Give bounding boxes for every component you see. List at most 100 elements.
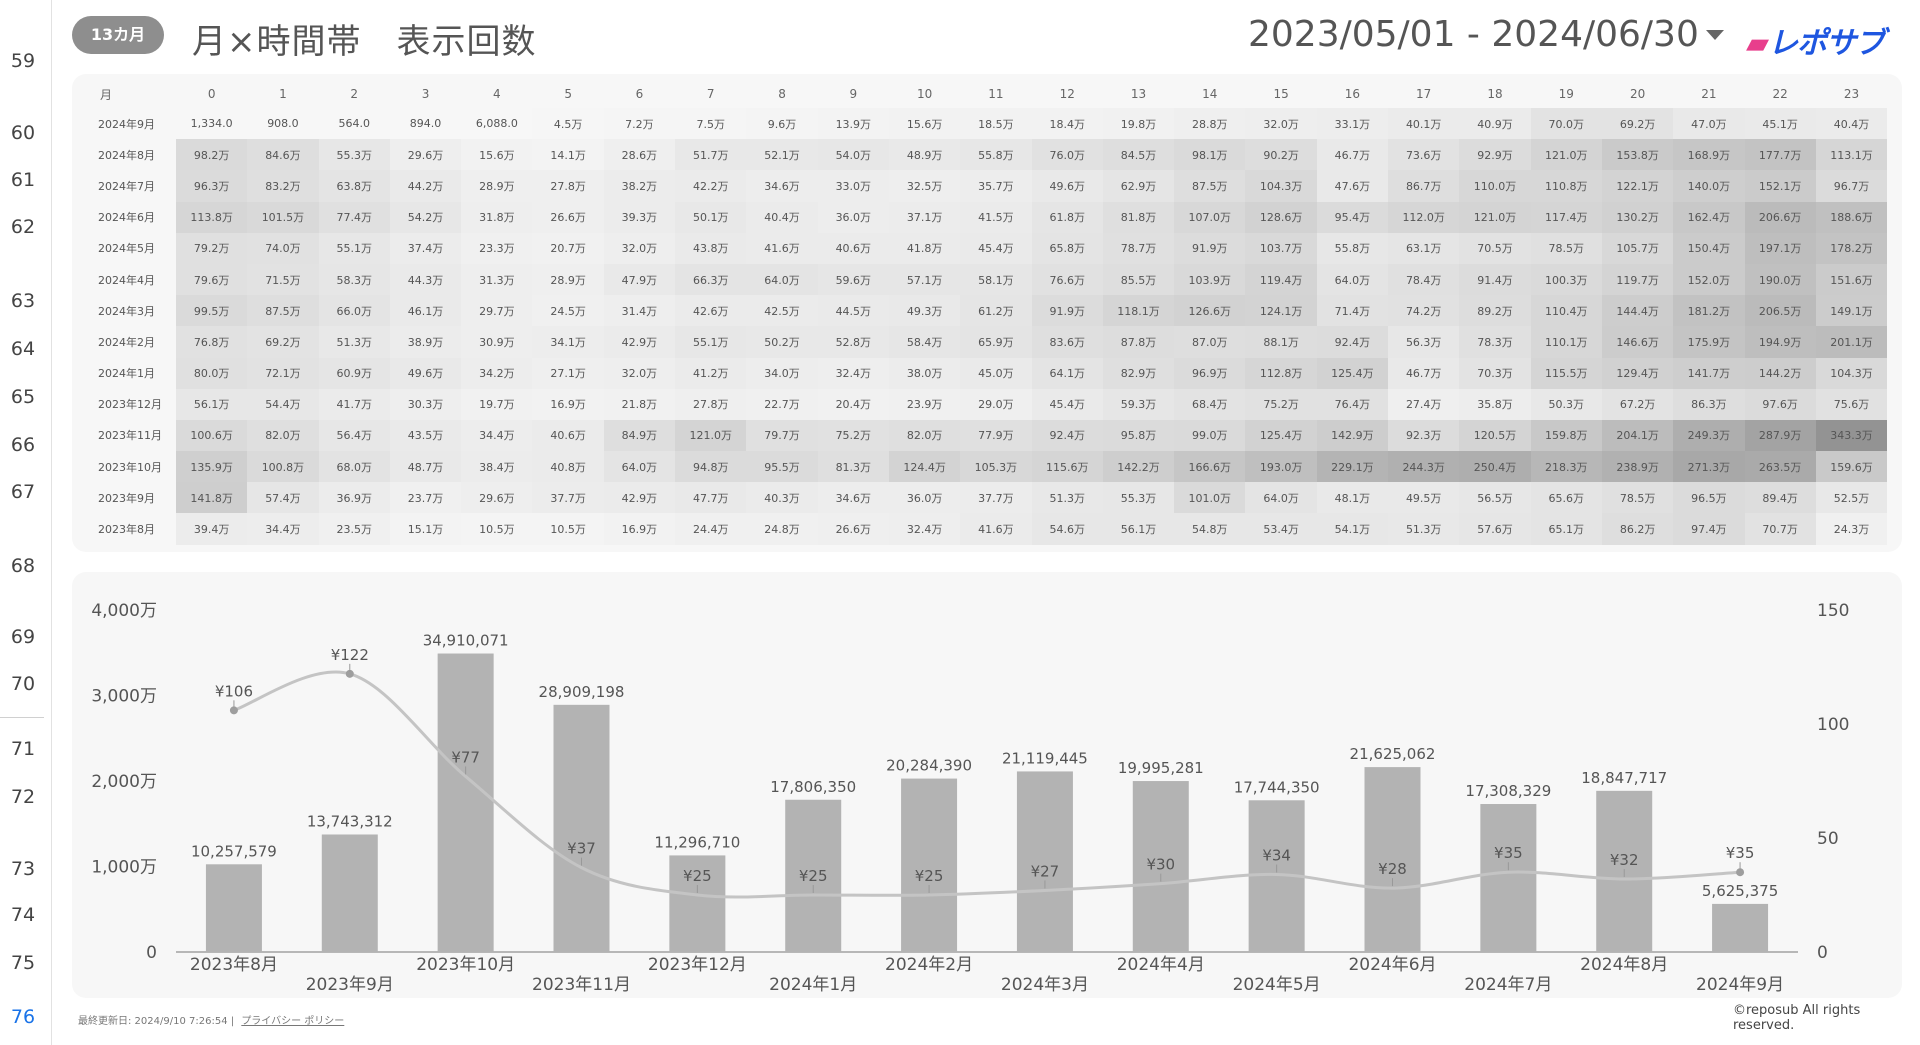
table-row: 2024年1月 80.0万 72.1万 60.9万 49.6万 34.2万 27.1万 32.… xyxy=(72,357,1888,389)
heatmap-cell: 34.6万 xyxy=(817,482,889,514)
bar xyxy=(1016,771,1073,952)
row-number[interactable]: 75 xyxy=(10,952,36,974)
heatmap-cell: 78.4万 xyxy=(1388,263,1460,296)
heatmap-cell: 70.5万 xyxy=(1459,232,1531,264)
row-number[interactable]: 68 xyxy=(10,555,36,577)
column-header-hour[interactable]: 8 xyxy=(778,87,786,101)
heatmap-cell: 244.3万 xyxy=(1388,451,1460,483)
row-month-label: 2023年9月 xyxy=(98,491,155,505)
heatmap-cell: 94.8万 xyxy=(675,451,747,483)
heatmap-cell: 66.3万 xyxy=(675,263,747,296)
row-number[interactable]: 62 xyxy=(10,216,36,238)
column-header-hour[interactable]: 18 xyxy=(1487,87,1503,101)
column-header-hour[interactable]: 2 xyxy=(350,87,359,101)
column-header-hour[interactable]: 1 xyxy=(279,87,287,101)
bar xyxy=(1712,903,1769,952)
x-tick-label: 2024年1月 xyxy=(769,975,857,995)
heatmap-cell: 79.7万 xyxy=(746,419,818,452)
heatmap-cell: 34.1万 xyxy=(532,326,604,358)
heatmap-cell: 28.8万 xyxy=(1174,108,1246,140)
row-number[interactable]: 64 xyxy=(10,338,36,360)
heatmap-cell: 86.2万 xyxy=(1601,513,1674,545)
column-header-hour[interactable]: 13 xyxy=(1130,87,1147,101)
heatmap-cell: 110.4万 xyxy=(1530,295,1602,327)
heatmap-cell: 894.0 xyxy=(389,108,462,140)
heatmap-cell: 99.5万 xyxy=(176,295,248,327)
heatmap-cell: 74.0万 xyxy=(247,232,319,264)
table-row: 2023年9月 141.8万 57.4万 36.9万 23.7万 29.6万 37.7万 42… xyxy=(72,482,1888,514)
row-number[interactable]: 71 xyxy=(10,738,36,760)
column-header-hour[interactable]: 21 xyxy=(1701,87,1717,101)
heatmap-cell: 36.9万 xyxy=(318,482,390,514)
heatmap-cell: 97.4万 xyxy=(1673,513,1745,545)
table-row: 2024年4月 79.6万 71.5万 58.3万 44.3万 31.3万 28.9万 47.… xyxy=(72,263,1888,296)
heatmap-cell: 117.4万 xyxy=(1530,201,1602,233)
row-number[interactable]: 70 xyxy=(10,673,36,695)
heatmap-cell: 56.1万 xyxy=(176,388,248,420)
heatmap-cell: 91.9万 xyxy=(1174,232,1246,264)
column-header-hour[interactable]: 12 xyxy=(1059,87,1075,101)
column-header-hour[interactable]: 11 xyxy=(988,87,1004,101)
row-number[interactable]: 72 xyxy=(10,786,36,808)
column-header-hour[interactable]: 3 xyxy=(421,87,430,101)
column-header-month[interactable]: 月 xyxy=(100,87,113,102)
heatmap-cell: 29.7万 xyxy=(461,295,533,327)
row-number[interactable]: 60 xyxy=(10,122,36,144)
privacy-policy-link[interactable]: プライバシー ポリシー xyxy=(241,1016,345,1027)
row-number[interactable]: 65 xyxy=(10,386,36,408)
column-header-hour[interactable]: 9 xyxy=(849,87,858,101)
table-row: 2024年9月 1,334.0 908.0 564.0 894.0 6,088.0 4.5万… xyxy=(72,108,1888,140)
column-header-hour[interactable]: 7 xyxy=(706,87,715,101)
heatmap-cell: 52.8万 xyxy=(817,326,889,358)
heatmap-cell: 82.0万 xyxy=(888,419,961,452)
row-number[interactable]: 59 xyxy=(10,50,36,72)
row-number[interactable]: 63 xyxy=(10,290,36,312)
heatmap-cell: 7.2万 xyxy=(603,108,676,140)
heatmap-cell: 34.6万 xyxy=(746,170,818,202)
row-number[interactable]: 73 xyxy=(10,858,36,880)
cpm-data-label: ¥30 xyxy=(1146,856,1175,874)
heatmap-cell: 68.0万 xyxy=(318,451,390,483)
bar-data-label: 17,308,329 xyxy=(1465,782,1551,800)
heatmap-cell: 78.5万 xyxy=(1530,232,1602,264)
column-header-hour[interactable]: 5 xyxy=(564,87,572,101)
heatmap-cell: 29.6万 xyxy=(389,139,462,171)
column-header-hour[interactable]: 19 xyxy=(1558,87,1574,101)
heatmap-cell: 40.6万 xyxy=(532,419,604,452)
heatmap-cell: 73.6万 xyxy=(1388,139,1460,171)
column-header-hour[interactable]: 17 xyxy=(1416,87,1432,101)
heatmap-cell: 124.1万 xyxy=(1245,295,1317,327)
heatmap-cell: 64.0万 xyxy=(1316,263,1389,296)
column-header-hour[interactable]: 6 xyxy=(635,87,644,101)
heatmap-cell: 84.6万 xyxy=(247,139,319,171)
cpm-data-label: ¥106 xyxy=(215,682,253,700)
column-header-hour[interactable]: 22 xyxy=(1772,87,1788,101)
heatmap-cell: 250.4万 xyxy=(1459,451,1531,483)
column-header-hour[interactable]: 10 xyxy=(916,87,933,101)
column-header-hour[interactable]: 0 xyxy=(207,87,216,101)
heatmap-cell: 64.0万 xyxy=(1245,482,1317,514)
heatmap-cell: 35.7万 xyxy=(960,170,1032,202)
row-number[interactable]: 76 xyxy=(0,998,46,1038)
column-header-hour[interactable]: 16 xyxy=(1344,87,1361,101)
row-number[interactable]: 74 xyxy=(10,904,36,926)
heatmap-cell: 120.5万 xyxy=(1459,419,1531,452)
x-tick-label: 2024年6月 xyxy=(1348,955,1436,975)
date-range-selector[interactable]: 2023/05/01 - 2024/06/30 xyxy=(1248,14,1699,55)
heatmap-cell: 229.1万 xyxy=(1316,451,1389,483)
row-number[interactable]: 69 xyxy=(10,626,36,648)
row-number[interactable]: 61 xyxy=(10,169,36,191)
heatmap-cell: 115.6万 xyxy=(1031,451,1103,483)
heatmap-cell: 92.9万 xyxy=(1459,139,1531,171)
column-header-hour[interactable]: 14 xyxy=(1202,87,1218,101)
heatmap-cell: 47.6万 xyxy=(1316,170,1389,202)
column-header-hour[interactable]: 20 xyxy=(1629,87,1646,101)
row-number[interactable]: 66 xyxy=(10,434,36,456)
heatmap-cell: 37.1万 xyxy=(888,201,961,233)
column-header-hour[interactable]: 23 xyxy=(1843,87,1860,101)
heatmap-cell: 69.2万 xyxy=(247,326,319,358)
column-header-hour[interactable]: 15 xyxy=(1273,87,1289,101)
chevron-down-icon[interactable] xyxy=(1706,30,1724,40)
column-header-hour[interactable]: 4 xyxy=(493,87,501,101)
row-number[interactable]: 67 xyxy=(10,481,36,503)
